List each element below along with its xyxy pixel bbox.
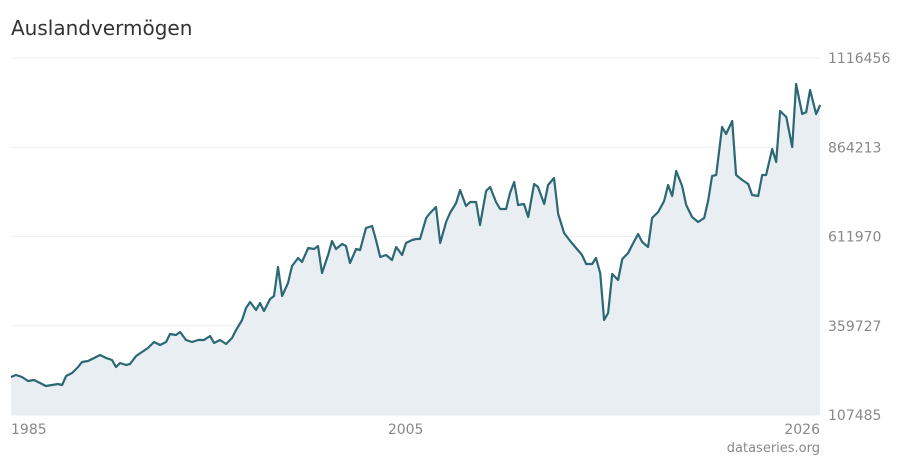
x-tick-label: 2026: [784, 422, 820, 438]
chart-title: Auslandvermögen: [11, 16, 192, 40]
y-tick-label: 359727: [828, 319, 881, 335]
y-tick-label: 611970: [828, 230, 881, 246]
area: [11, 84, 821, 415]
source: dataseries.org: [727, 441, 820, 456]
y-tick-label: 107485: [828, 408, 881, 424]
line: [10, 82, 822, 388]
x-tick-label: 2005: [388, 422, 424, 438]
y-tick-label: 864213: [828, 140, 881, 156]
x-tick-label: 1985: [11, 422, 47, 438]
y-tick-label: 1116456: [828, 51, 890, 67]
